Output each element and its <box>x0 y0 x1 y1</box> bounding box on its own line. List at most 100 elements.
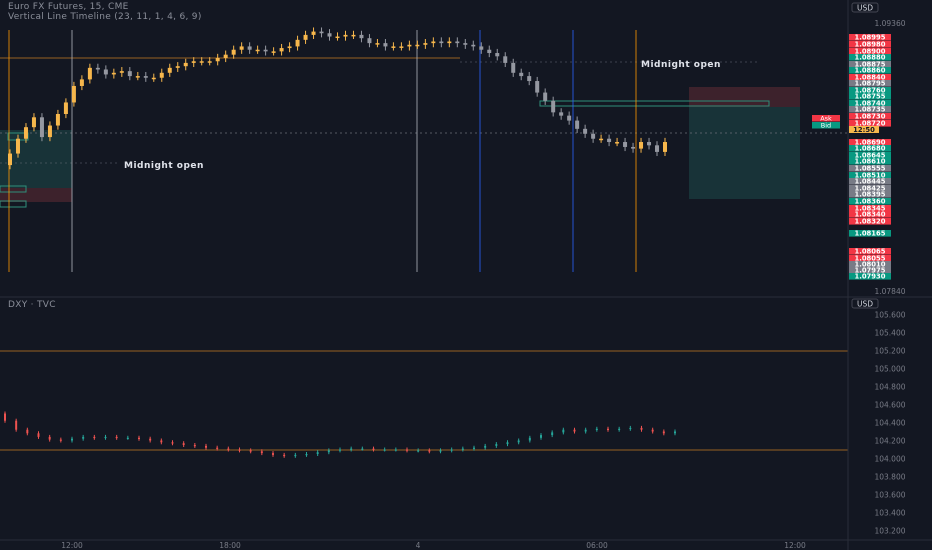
price-label-bg <box>849 54 891 61</box>
eurusd-candle <box>279 43 284 56</box>
candle-body <box>71 438 73 441</box>
candle-body <box>351 34 356 37</box>
eurusd-candle <box>591 129 596 143</box>
candle-body <box>339 449 341 451</box>
candle-body <box>487 49 492 54</box>
candle-body <box>406 449 408 451</box>
candle-body <box>584 429 587 432</box>
dxy-candle <box>662 429 665 436</box>
eurusd-candle <box>135 71 140 81</box>
price-label-text: 1.08360 <box>855 198 886 206</box>
price-label-text: 1.08345 <box>855 205 886 213</box>
candle-body <box>640 427 643 430</box>
candle-body <box>461 448 464 450</box>
dxy-candle <box>104 434 107 440</box>
eurusd-candle <box>503 52 508 68</box>
candle-body <box>15 420 18 430</box>
price-label-bg <box>849 230 891 237</box>
dxy-candle <box>473 445 475 451</box>
dxy-candle <box>528 435 531 443</box>
candle-body <box>394 449 397 451</box>
dxy-candle <box>283 452 286 458</box>
price-label-text: 1.08510 <box>855 172 886 180</box>
candle-body <box>263 49 268 52</box>
candle-body <box>573 429 576 432</box>
candle-body <box>249 450 252 452</box>
price-label-bg <box>849 120 891 127</box>
dxy-candle <box>26 427 29 436</box>
price-label-bg <box>849 185 891 192</box>
candle-body <box>463 43 468 45</box>
price-label-text: 1.08555 <box>855 165 886 173</box>
dxy-price-tick: 104.600 <box>874 401 905 410</box>
dxy-candle <box>450 447 453 453</box>
dxy-candles[interactable] <box>4 411 676 458</box>
candle-body <box>215 57 220 62</box>
candle-body <box>82 436 85 439</box>
eurusd-candle <box>351 30 356 40</box>
candle-body <box>439 41 444 44</box>
eurusd-candle <box>295 35 300 51</box>
candle-body <box>23 127 28 139</box>
candle-body <box>651 429 654 432</box>
eurusd-candle <box>23 123 28 143</box>
candle-body <box>367 38 372 44</box>
fvg-box-left-3 <box>0 200 27 208</box>
dxy-candle <box>272 451 274 457</box>
dxy-candle <box>93 434 96 440</box>
candle-body <box>383 43 388 47</box>
price-label-bg <box>849 113 891 120</box>
candle-body <box>372 448 375 450</box>
eurusd-candle <box>639 137 644 153</box>
eurusd-candle <box>647 137 652 150</box>
dxy-candle <box>249 448 252 454</box>
currency-label-top: USD <box>857 4 873 13</box>
candle-body <box>167 67 172 73</box>
dxy-candle <box>48 434 51 442</box>
candle-body <box>629 427 632 430</box>
candle-body <box>639 142 644 149</box>
candle-body <box>447 41 452 44</box>
candle-body <box>199 61 204 63</box>
candle-body <box>231 49 236 55</box>
eurusd-candles[interactable] <box>8 27 667 170</box>
time-tick: 06:00 <box>586 541 608 550</box>
candle-body <box>631 146 636 149</box>
price-label-bg <box>849 191 891 198</box>
eurusd-candle <box>575 116 580 133</box>
eurusd-candle <box>519 68 524 81</box>
candle-body <box>63 102 68 114</box>
eurusd-candle <box>335 32 340 41</box>
eurusd-candle <box>415 40 420 49</box>
price-label-text: 1.08795 <box>855 80 886 88</box>
dxy-candle <box>126 435 129 440</box>
candle-body <box>287 46 292 49</box>
price-label-text: 1.08875 <box>855 61 886 69</box>
eurusd-candle <box>151 73 156 82</box>
price-label-text: 1.08860 <box>855 67 886 75</box>
candle-body <box>350 448 353 450</box>
dxy-candle <box>517 438 520 445</box>
dxy-candle <box>294 452 297 458</box>
dxy-candle <box>406 447 408 453</box>
candle-body <box>31 117 36 128</box>
candle-body <box>104 436 107 439</box>
eurusd-candle <box>271 47 276 56</box>
candle-body <box>239 46 244 50</box>
candle-body <box>583 128 588 134</box>
time-tick: 18:00 <box>219 541 241 550</box>
eurusd-candle <box>495 48 500 61</box>
dxy-candle <box>551 430 554 438</box>
candle-body <box>599 138 604 141</box>
dxy-candle <box>495 442 498 448</box>
candle-body <box>79 79 84 86</box>
candle-body <box>528 437 531 441</box>
candle-body <box>607 138 612 143</box>
candle-body <box>151 77 156 80</box>
candle-body <box>450 449 453 451</box>
price-label-bg <box>849 211 891 218</box>
eurusd-candle <box>183 58 188 71</box>
dxy-candle <box>37 431 40 439</box>
candle-body <box>495 53 500 57</box>
